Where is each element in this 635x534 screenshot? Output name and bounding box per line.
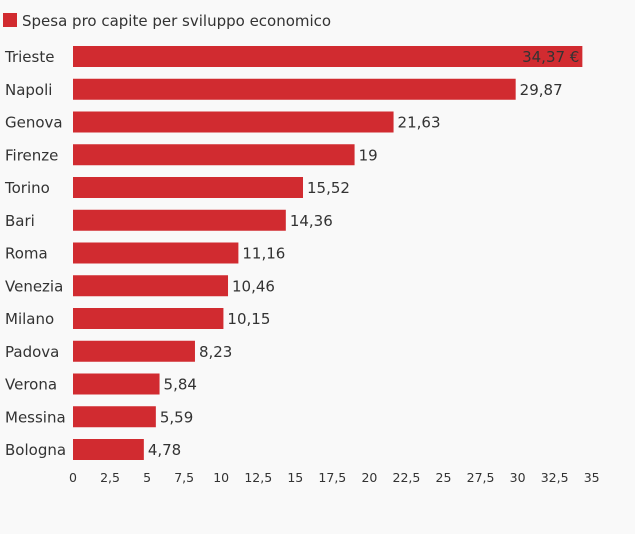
x-tick-label: 27,5 xyxy=(467,470,495,485)
bars-group xyxy=(73,46,583,460)
x-tick-label: 2,5 xyxy=(100,470,120,485)
x-tick-label: 17,5 xyxy=(318,470,346,485)
value-label-roma: 11,16 xyxy=(242,245,285,263)
category-label-trieste: Trieste xyxy=(4,48,54,66)
bar-bari xyxy=(73,209,286,231)
x-tick-label: 32,5 xyxy=(541,470,569,485)
category-label-milano: Milano xyxy=(5,310,54,328)
category-label-verona: Verona xyxy=(5,376,57,394)
bar-verona xyxy=(73,373,160,395)
x-tick-label: 35 xyxy=(584,470,600,485)
legend-label: Spesa pro capite per sviluppo economico xyxy=(22,12,331,30)
category-label-padova: Padova xyxy=(5,343,59,361)
legend-swatch xyxy=(3,13,17,27)
bar-genova xyxy=(73,111,394,133)
x-tick-label: 7,5 xyxy=(174,470,194,485)
value-labels: 34,37 € 29,87 21,63 19 15,52 14,36 11,16 10,46 1… xyxy=(148,48,580,459)
bar-torino xyxy=(73,177,304,198)
value-label-torino: 15,52 xyxy=(307,179,350,197)
value-label-napoli: 29,87 xyxy=(520,81,563,99)
category-label-firenze: Firenze xyxy=(5,146,58,164)
value-label-messina: 5,59 xyxy=(160,408,193,426)
value-label-trieste: 34,37 € xyxy=(522,48,579,66)
value-label-padova: 8,23 xyxy=(199,343,232,361)
category-label-genova: Genova xyxy=(5,114,63,132)
x-tick-label: 22,5 xyxy=(393,470,421,485)
bar-padova xyxy=(73,340,195,362)
bar-roma xyxy=(73,242,239,264)
bar-trieste xyxy=(73,46,583,67)
value-label-milano: 10,15 xyxy=(227,310,270,328)
category-labels: Trieste Napoli Genova Firenze Torino Bari Roma… xyxy=(4,48,66,459)
value-label-firenze: 19 xyxy=(359,146,378,164)
category-label-roma: Roma xyxy=(5,245,48,263)
bar-bologna xyxy=(73,439,144,460)
category-label-bari: Bari xyxy=(5,212,35,230)
value-label-bologna: 4,78 xyxy=(148,441,181,459)
category-label-bologna: Bologna xyxy=(5,441,66,459)
value-label-venezia: 10,46 xyxy=(232,277,275,295)
x-tick-label: 20 xyxy=(361,470,377,485)
bar-milano xyxy=(73,308,224,329)
category-label-messina: Messina xyxy=(5,408,66,426)
bar-venezia xyxy=(73,275,229,297)
bar-firenze xyxy=(73,144,355,166)
category-label-torino: Torino xyxy=(4,179,50,197)
legend: Spesa pro capite per sviluppo economico xyxy=(3,12,331,30)
bar-napoli xyxy=(73,78,516,100)
x-tick-label: 30 xyxy=(510,470,526,485)
x-tick-label: 12,5 xyxy=(244,470,272,485)
value-label-genova: 21,63 xyxy=(398,114,441,132)
x-tick-label: 15 xyxy=(287,470,303,485)
category-label-venezia: Venezia xyxy=(5,277,63,295)
value-label-verona: 5,84 xyxy=(164,376,197,394)
x-tick-label: 10 xyxy=(213,470,229,485)
bar-messina xyxy=(73,406,156,428)
x-tick-label: 5 xyxy=(143,470,151,485)
value-label-bari: 14,36 xyxy=(290,212,333,230)
x-tick-label: 0 xyxy=(69,470,77,485)
x-axis-ticks: 0 2,5 5 7,5 10 12,5 15 17,5 20 22,5 25 27,5 30 32,5 35 xyxy=(69,470,600,485)
x-tick-label: 25 xyxy=(436,470,452,485)
category-label-napoli: Napoli xyxy=(5,81,52,99)
